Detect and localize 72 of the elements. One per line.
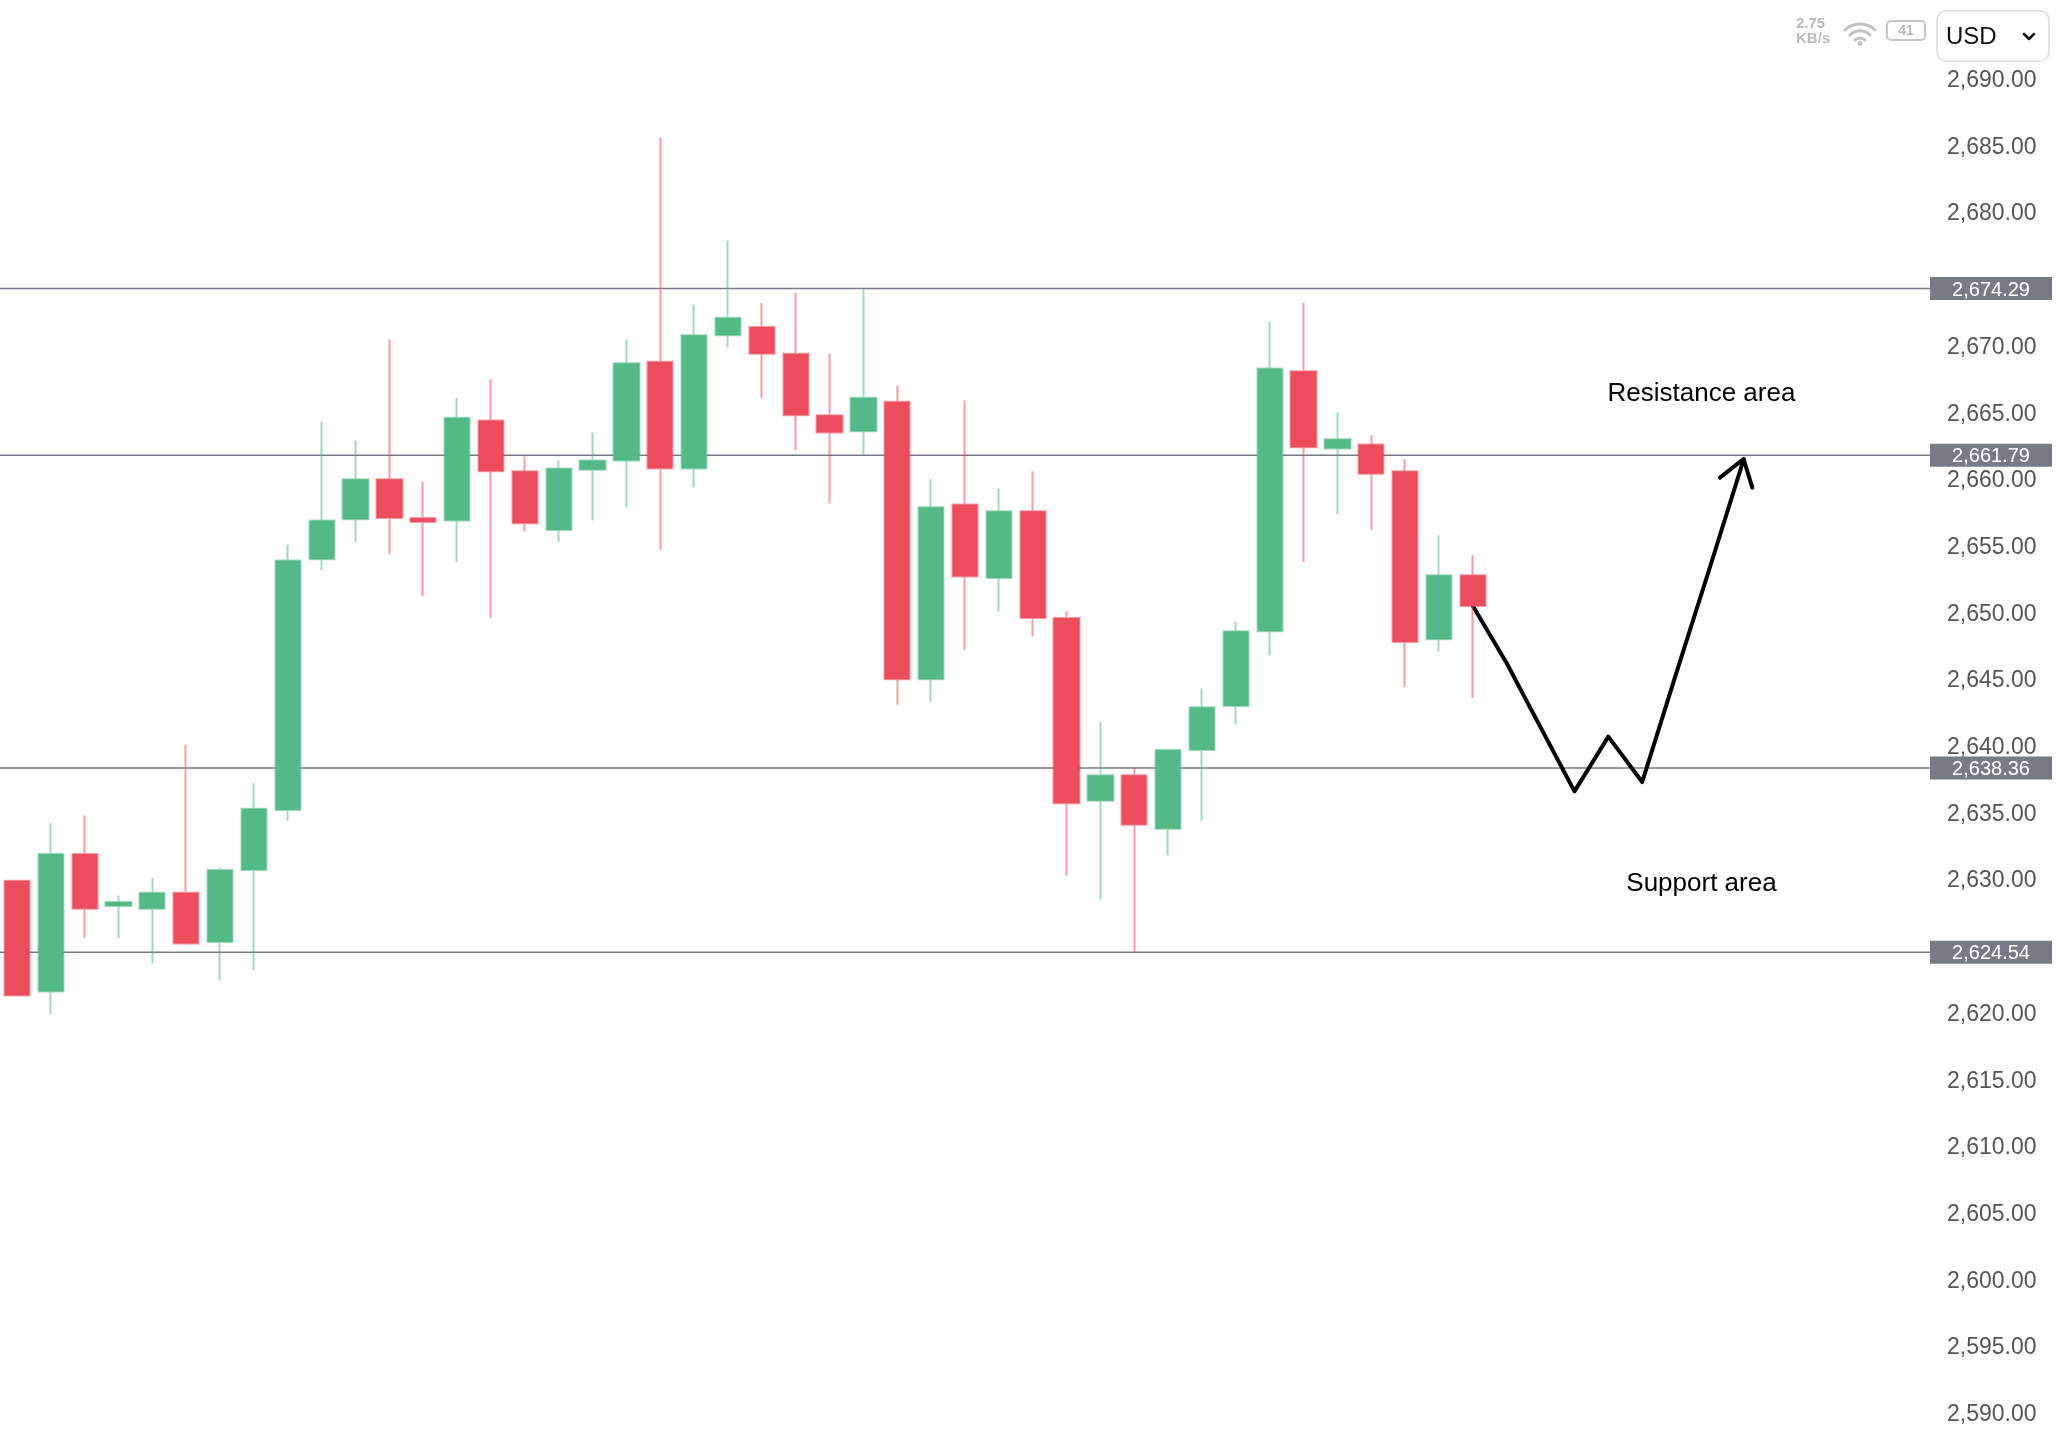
candlestick xyxy=(1357,434,1385,531)
candlestick xyxy=(1459,554,1487,699)
y-tick-label: 2,640.00 xyxy=(1947,733,2037,759)
y-tick-label: 2,605.00 xyxy=(1947,1199,2037,1226)
candlestick xyxy=(341,439,370,543)
candlestick xyxy=(308,420,336,571)
candlestick xyxy=(409,480,437,598)
candlestick xyxy=(748,302,776,399)
candlestick xyxy=(3,879,31,997)
candlestick xyxy=(1052,610,1081,877)
ref-line-label: 2,674.29 xyxy=(1952,277,2030,300)
candlestick xyxy=(37,822,65,1016)
y-tick-label: 2,690.00 xyxy=(1947,66,2037,92)
candlestick xyxy=(511,455,539,533)
candlestick xyxy=(849,287,878,457)
candlestick xyxy=(71,814,99,940)
candlestick xyxy=(545,459,573,543)
y-tick-label: 2,595.00 xyxy=(1947,1333,2037,1360)
candlestick xyxy=(172,743,200,946)
candlestick xyxy=(1323,411,1352,515)
candlestick xyxy=(985,487,1013,613)
candlestick xyxy=(1188,687,1216,822)
candlestick xyxy=(1391,458,1419,689)
candlestick xyxy=(951,399,979,651)
candlestick xyxy=(206,866,234,982)
y-tick-label: 2,655.00 xyxy=(1947,532,2037,559)
candlestick xyxy=(104,894,133,940)
y-tick-label: 2,635.00 xyxy=(1947,799,2037,826)
dropdown: USD xyxy=(1936,10,2050,62)
ref-line-label: 2,624.54 xyxy=(1952,941,2030,964)
candlestick xyxy=(138,877,166,965)
annotation: Resistance area xyxy=(1607,376,1796,407)
text: 2.75 KB/s xyxy=(1796,14,1832,46)
candlestick xyxy=(612,338,641,509)
candlestick xyxy=(1256,320,1284,657)
candlestick xyxy=(578,431,607,522)
candlestick xyxy=(714,239,742,349)
y-tick-label: 2,645.00 xyxy=(1947,666,2037,693)
candlestick xyxy=(240,782,268,972)
y-tick-label: 2,680.00 xyxy=(1947,199,2037,226)
y-tick-label: 2,650.00 xyxy=(1947,599,2037,626)
y-tick-label: 2,600.00 xyxy=(1947,1266,2037,1293)
candlestick xyxy=(917,478,945,703)
battery-icon: 41 xyxy=(1886,20,1926,41)
candlestick xyxy=(680,303,708,489)
y-tick-label: 2,630.00 xyxy=(1947,866,2037,893)
candlestick xyxy=(1425,534,1453,653)
candlestick xyxy=(1019,470,1047,638)
candlestick xyxy=(274,543,302,822)
y-tick-label: 2,620.00 xyxy=(1947,999,2037,1026)
candlestick xyxy=(1086,720,1115,901)
candlestick xyxy=(1154,747,1182,857)
candlestick xyxy=(646,136,674,551)
candlestick xyxy=(815,352,844,505)
ref-line-label: 2,661.79 xyxy=(1952,444,2030,467)
candlestick xyxy=(1222,620,1250,726)
candlestick xyxy=(443,396,471,563)
annotation: Support area xyxy=(1626,867,1778,898)
y-tick-label: 2,665.00 xyxy=(1947,399,2037,426)
y-tick-label: 2,670.00 xyxy=(1947,332,2037,359)
y-tick-label: 2,660.00 xyxy=(1947,466,2037,493)
candlestick xyxy=(375,338,404,555)
candlestick xyxy=(883,384,911,706)
y-tick-label: 2,685.00 xyxy=(1947,132,2037,159)
y-tick-label: 2,615.00 xyxy=(1947,1066,2037,1093)
candlestick xyxy=(1289,302,1318,563)
ref-line-label: 2,638.36 xyxy=(1952,756,2030,779)
y-tick-label: 2,610.00 xyxy=(1947,1133,2037,1160)
candlestick xyxy=(477,378,505,619)
candlestick xyxy=(782,291,810,451)
candlestick xyxy=(1120,766,1148,954)
y-tick-label: 2,590.00 xyxy=(1947,1400,2037,1426)
